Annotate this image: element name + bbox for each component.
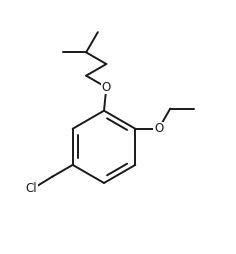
Text: O: O: [154, 122, 163, 135]
Text: Cl: Cl: [25, 182, 37, 195]
Text: O: O: [102, 81, 111, 94]
